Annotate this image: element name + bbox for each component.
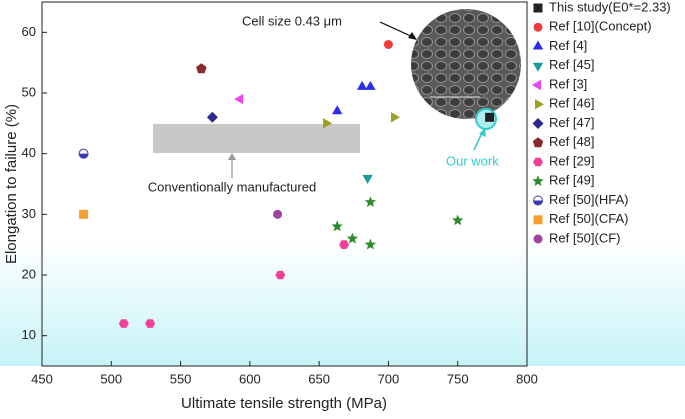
legend-label: This study(E0*=2.33) [549,0,671,14]
legend-marker [532,79,541,91]
cell-arrow-head [408,32,417,40]
y-axis-title: Elongation to failure (%) [3,104,20,264]
legend-marker [533,195,543,206]
point [323,118,333,129]
point [364,238,377,250]
x-axis-title: Ultimate tensile strength (MPa) [181,395,387,412]
x-tick-label: 650 [308,371,330,386]
legend-label: Ref [29] [549,153,595,168]
y-tick-label: 30 [22,206,36,221]
point [365,80,376,90]
plot-frame [41,1,528,367]
legend-label: Ref [49] [549,173,595,188]
legend-marker [532,118,544,129]
legend-marker [532,62,544,72]
point [145,319,156,328]
point [78,148,89,159]
legend-label: Ref [50](CFA) [549,211,628,226]
point [346,232,359,244]
point [383,39,393,49]
legend-label: Ref [48] [549,134,595,149]
point [364,196,377,208]
legend-marker [535,99,544,110]
point [332,105,343,115]
point [196,63,207,74]
legend-marker [533,215,543,225]
legend-marker [532,40,544,50]
point [485,112,495,122]
legend-label: Ref [46] [549,96,595,111]
micrograph [411,9,521,119]
conventional-region [153,124,360,153]
point [118,319,129,328]
point [79,209,89,219]
y-tick-label: 60 [22,24,36,39]
point [362,174,373,184]
annotation: Our work [446,153,499,168]
cell-arrow [379,21,416,39]
x-tick-label: 750 [447,371,469,386]
x-tick-label: 550 [170,371,192,386]
legend-label: Ref [4] [549,38,587,53]
legend-label: Ref [47] [549,115,595,130]
x-tick-label: 500 [100,371,122,386]
legend-label: Ref [50](CF) [549,230,621,245]
x-tick-label: 450 [31,371,53,386]
x-tick-label: 700 [378,371,400,386]
x-tick-label: 600 [239,371,261,386]
legend-marker [533,234,543,244]
legend-label: Ref [50](HFA) [549,192,628,207]
legend-marker [533,22,543,32]
y-tick-label: 50 [22,84,36,99]
point-half [533,200,543,205]
legend-label: Ref [45] [549,57,595,72]
legend-label: Ref [3] [549,76,587,91]
legend-marker [532,175,544,187]
point [234,93,244,105]
legend-marker [533,157,543,167]
y-tick-label: 10 [22,327,36,342]
background-band [0,240,685,366]
y-tick-label: 40 [22,145,36,160]
x-tick-label: 800 [516,371,538,386]
point-half [79,153,89,159]
our-work-arrow-head [479,128,486,137]
point [391,112,400,123]
our-work-arrow [473,132,483,151]
annotation: Cell size 0.43 μm [242,13,342,28]
region-arrow-head [228,153,236,160]
legend-label: Ref [10](Concept) [549,19,652,34]
point [273,209,283,219]
y-tick-label: 20 [22,266,36,281]
annotation: Conventionally manufactured [148,179,316,194]
point [206,111,218,123]
point [331,220,343,232]
legend-marker [532,137,544,148]
point [275,270,286,280]
point [356,80,368,90]
point [339,240,350,249]
legend-marker [533,3,543,13]
point [452,214,464,226]
